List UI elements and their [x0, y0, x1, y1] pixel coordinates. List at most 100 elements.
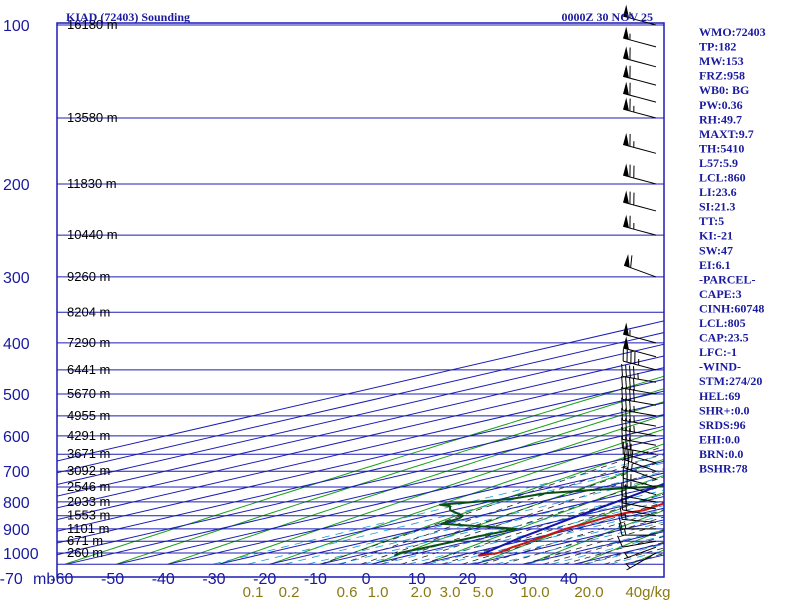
- wind-barb: [623, 455, 657, 480]
- wind-barb-half: [624, 522, 627, 529]
- wind-barb-full: [625, 387, 627, 401]
- wind-barb: [623, 81, 657, 103]
- wind-barb: [623, 322, 657, 344]
- wind-barb-staff: [622, 429, 657, 437]
- sounding-parameter: SI:21.3: [699, 200, 735, 214]
- height-label: 1101 m: [67, 521, 109, 536]
- wind-barb-staff: [623, 15, 657, 26]
- wind-barb-flag: [624, 254, 630, 268]
- wind-barb-staff: [622, 387, 657, 395]
- height-label: 4291 m: [67, 428, 110, 443]
- mixing-ratio-line: [247, 462, 664, 565]
- mixing-ratio-label: 0.1: [243, 584, 264, 600]
- temperature-tick-label: -70: [0, 571, 23, 588]
- sounding-parameter: TH:5410: [699, 141, 744, 155]
- wind-barb-staff: [623, 108, 657, 119]
- pressure-unit-label: mb: [33, 571, 55, 588]
- wind-barb-staff: [623, 347, 657, 358]
- wind-barb-staff: [622, 502, 657, 510]
- wind-barb-staff: [626, 552, 657, 571]
- pressure-tick-label: 600: [3, 429, 30, 446]
- wind-barb: [621, 435, 657, 455]
- sounding-parameter: LI:23.6: [699, 185, 737, 199]
- wind-barb-staff: [622, 447, 657, 455]
- sounding-parameter: PW:0.36: [699, 98, 743, 112]
- wind-barb-flag: [623, 322, 629, 336]
- height-label: 11830 m: [67, 176, 117, 191]
- wind-barb-staff: [623, 174, 657, 185]
- sounding-parameter: LCL:805: [699, 316, 746, 330]
- wind-barb-full: [629, 365, 631, 378]
- plot-border-rect: [56, 22, 665, 578]
- parcel-line: [478, 482, 664, 557]
- moist-adiabats: [320, 445, 664, 565]
- wind-barb-staff: [623, 453, 657, 464]
- wind-barb-full: [630, 255, 633, 268]
- wind-barb-staff: [623, 467, 657, 480]
- sounding-parameter: MAXT:9.7: [699, 127, 754, 141]
- wind-barb-flag: [623, 190, 629, 204]
- wind-barb: [621, 386, 657, 406]
- sounding-parameter: BSHR:78: [699, 462, 748, 476]
- wind-barb-staff: [623, 546, 657, 560]
- wind-barb-full: [618, 523, 623, 536]
- temperature-tick-label: 0: [362, 571, 371, 588]
- mixing-ratio-line: [443, 509, 664, 565]
- dry-adiabat: [270, 428, 664, 565]
- isotherm-line: [66, 425, 664, 565]
- height-label: 2546 m: [67, 479, 110, 494]
- wind-barb: [623, 163, 657, 185]
- wind-barb: [623, 26, 657, 48]
- mixing-ratio-line: [468, 514, 664, 565]
- wind-barb: [625, 552, 657, 571]
- height-label: 3092 m: [67, 463, 110, 478]
- height-label: 1553 m: [67, 508, 110, 523]
- wind-barb-full: [621, 397, 624, 411]
- wind-barb-flag: [623, 81, 629, 95]
- wind-barb: [618, 523, 656, 536]
- wind-barb-full: [625, 398, 627, 411]
- height-label: 16180 m: [67, 17, 118, 32]
- dry-adiabat: [219, 414, 664, 565]
- dry-adiabat: [424, 474, 664, 565]
- mixing-ratio-line: [408, 500, 664, 565]
- wind-barb-staff: [623, 75, 657, 86]
- wind-barb-flag: [623, 4, 629, 18]
- wind-barb-flag: [623, 214, 629, 228]
- wind-barb: [622, 348, 657, 371]
- height-label: 6441 m: [67, 362, 110, 377]
- isotherms: [57, 320, 664, 565]
- mixing-ratio-line: [284, 471, 664, 565]
- isotherm-line: [117, 437, 664, 565]
- mixing-ratio-label: 3.0: [440, 584, 461, 600]
- wind-barb: [617, 535, 657, 548]
- mixing-ratio-label: 5.0: [473, 584, 494, 600]
- height-label: 3671 m: [67, 446, 110, 461]
- mixing-ratio-line: [307, 476, 664, 565]
- mixing-ratio-line: [550, 535, 664, 565]
- isotherm-line: [218, 460, 664, 565]
- sounding-parameter: -WIND-: [699, 360, 741, 374]
- wind-barb-full: [627, 456, 630, 470]
- wind-barb-half: [623, 552, 629, 558]
- height-label: 260 m: [67, 545, 103, 560]
- isotherm-line: [57, 378, 664, 521]
- dewpoint-line: [393, 484, 664, 557]
- mixing-ratio-line: [495, 521, 664, 565]
- moist-adiabat: [360, 460, 664, 565]
- wind-barb-flag: [623, 46, 629, 60]
- wind-barb-flag: [623, 132, 629, 147]
- wind-barb-staff: [622, 419, 657, 427]
- isotherm-line: [57, 343, 664, 485]
- height-label: 7290 m: [67, 335, 110, 350]
- wind-barb-full: [621, 483, 624, 496]
- temperature-tick-label: -60: [50, 571, 73, 588]
- wind-barb-staff: [623, 485, 657, 496]
- wind-barb-half: [624, 529, 627, 536]
- sounding-parameter: LCL:860: [699, 171, 746, 185]
- wind-barb-flag: [623, 97, 629, 111]
- wind-barb-staff: [623, 477, 657, 488]
- height-label: 5670 m: [67, 386, 110, 401]
- dry-adiabat: [321, 443, 664, 565]
